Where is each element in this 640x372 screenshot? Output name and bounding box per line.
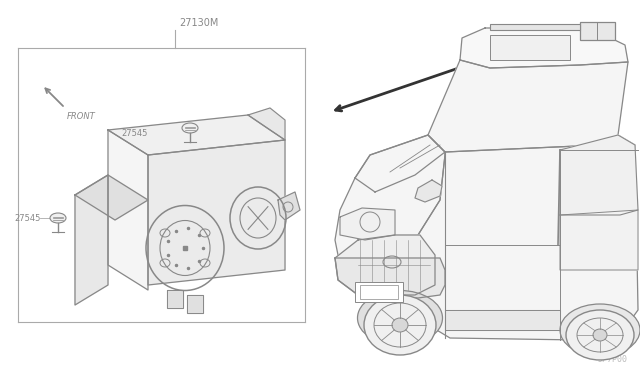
Polygon shape	[278, 192, 300, 220]
Polygon shape	[335, 235, 435, 295]
Ellipse shape	[392, 318, 408, 332]
Ellipse shape	[593, 329, 607, 341]
Polygon shape	[445, 310, 560, 330]
Text: 27545: 27545	[14, 214, 40, 222]
Polygon shape	[340, 208, 395, 240]
Polygon shape	[355, 135, 445, 192]
Text: 27130M: 27130M	[179, 18, 218, 28]
Bar	[580, 22, 615, 40]
Polygon shape	[560, 210, 638, 270]
Polygon shape	[428, 60, 628, 152]
Bar	[355, 282, 403, 302]
Bar	[490, 35, 570, 60]
Text: 27545: 27545	[122, 128, 148, 138]
Polygon shape	[460, 28, 628, 68]
Polygon shape	[187, 295, 203, 313]
Bar	[490, 24, 580, 30]
Polygon shape	[167, 290, 183, 308]
Polygon shape	[335, 135, 445, 270]
Polygon shape	[560, 135, 638, 215]
Polygon shape	[248, 108, 285, 140]
Ellipse shape	[50, 213, 66, 223]
Polygon shape	[415, 180, 442, 202]
Polygon shape	[75, 175, 108, 305]
Text: FRONT: FRONT	[67, 112, 96, 121]
Ellipse shape	[560, 304, 640, 356]
Polygon shape	[75, 175, 148, 220]
Polygon shape	[108, 115, 285, 155]
Ellipse shape	[364, 295, 436, 355]
Ellipse shape	[358, 291, 442, 346]
Polygon shape	[418, 135, 638, 340]
Polygon shape	[148, 140, 285, 285]
Polygon shape	[108, 130, 148, 290]
Bar	[360, 285, 398, 299]
Ellipse shape	[182, 123, 198, 133]
Ellipse shape	[566, 310, 634, 360]
Polygon shape	[335, 258, 445, 298]
Text: JP7P00: JP7P00	[598, 355, 628, 364]
